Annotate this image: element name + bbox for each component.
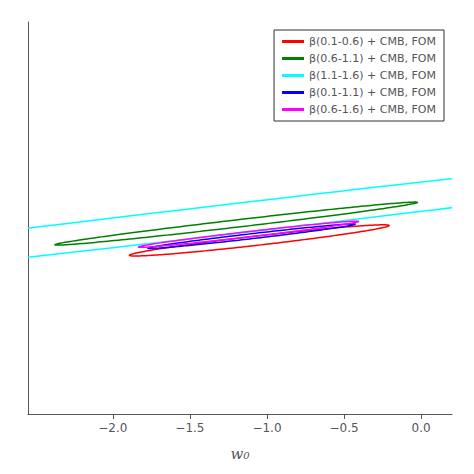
svg-text:β(0.1-0.6) + CMB, FOM: β(0.1-0.6) + CMB, FOM <box>309 35 436 48</box>
svg-text:w₀: w₀ <box>231 445 250 463</box>
svg-text:β(0.6-1.6) + CMB, FOM: β(0.6-1.6) + CMB, FOM <box>309 103 436 116</box>
svg-text:β(0.6-1.1) + CMB, FOM: β(0.6-1.1) + CMB, FOM <box>309 52 436 65</box>
svg-text:−1.0: −1.0 <box>252 421 281 435</box>
svg-text:0.0: 0.0 <box>412 421 431 435</box>
svg-text:β(0.1-1.1) + CMB, FOM: β(0.1-1.1) + CMB, FOM <box>309 86 436 99</box>
svg-text:β(1.1-1.6) + CMB, FOM: β(1.1-1.6) + CMB, FOM <box>309 69 436 82</box>
svg-text:−0.5: −0.5 <box>330 421 359 435</box>
svg-text:−2.0: −2.0 <box>98 421 127 435</box>
svg-text:−1.5: −1.5 <box>175 421 204 435</box>
